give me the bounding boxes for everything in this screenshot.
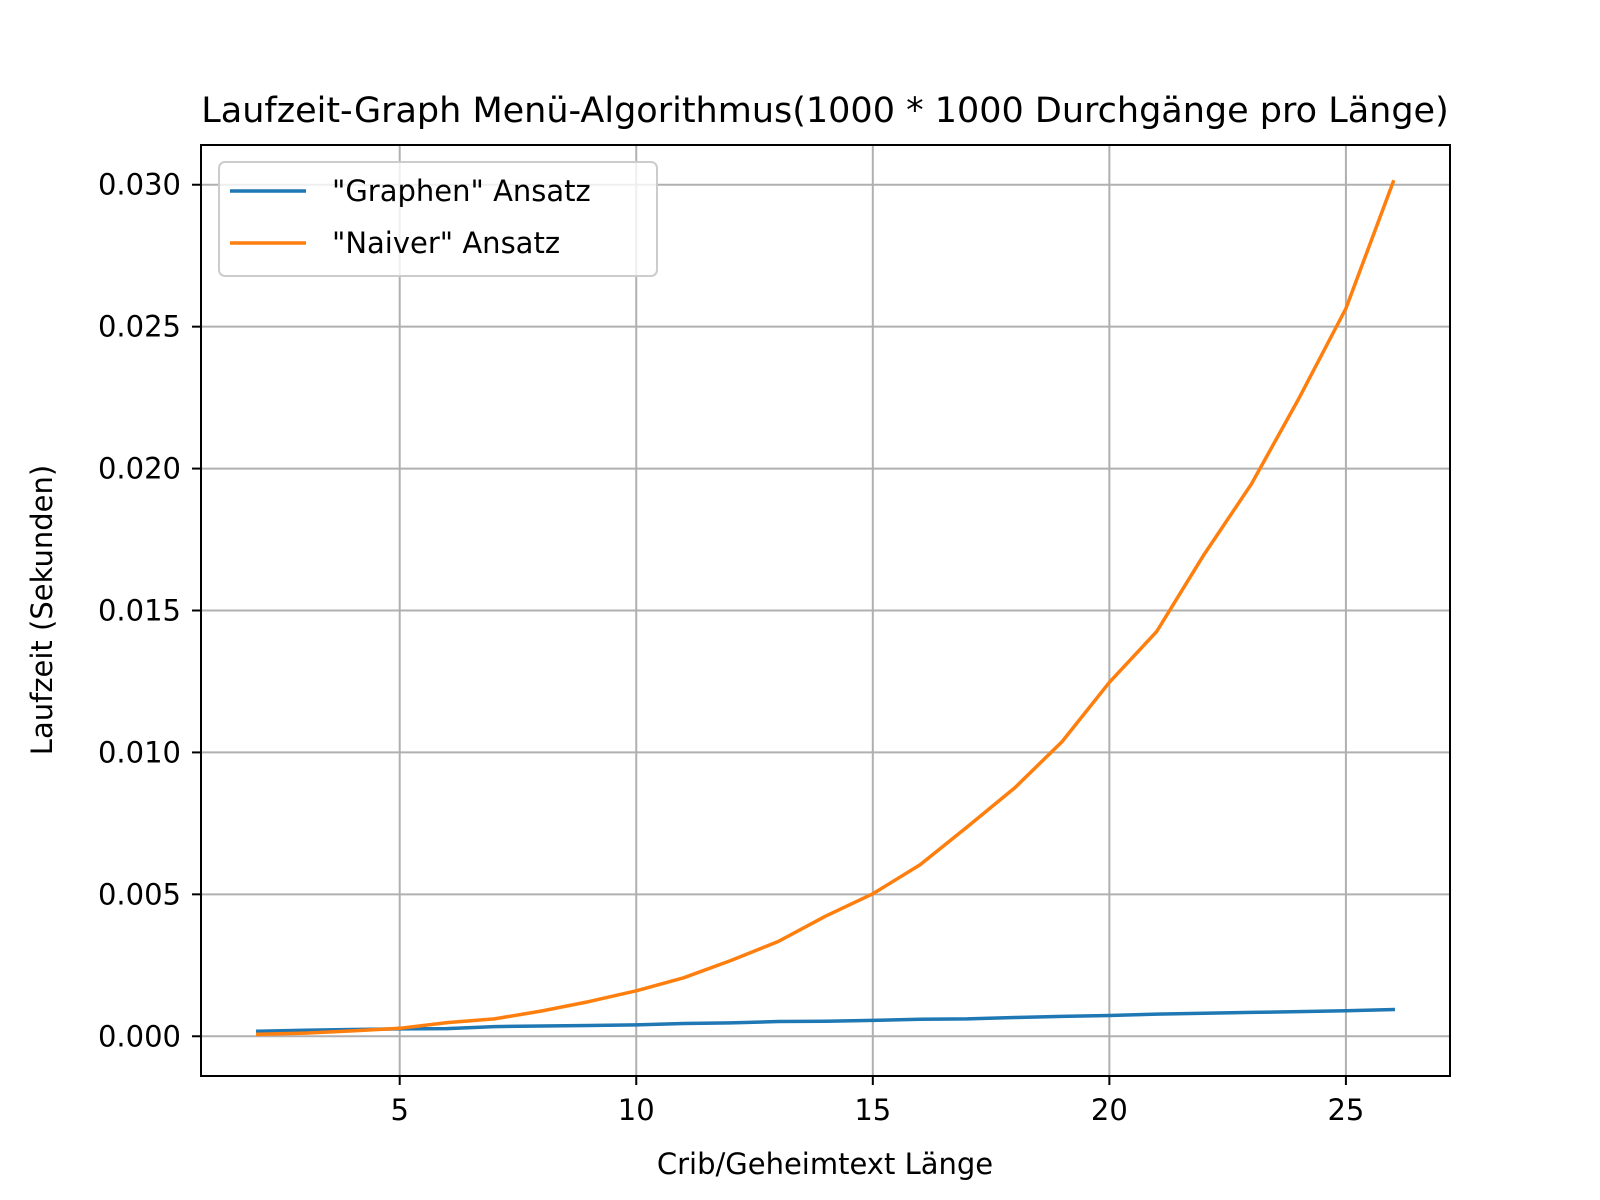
grid-lines [201, 145, 1450, 1076]
y-tick-label: 0.015 [98, 594, 181, 628]
series-line-0 [256, 1007, 1395, 1033]
y-tick-label: 0.025 [98, 310, 181, 344]
y-tick-label: 0.020 [98, 452, 181, 486]
y-tick-label: 0.005 [98, 877, 181, 911]
axis-ticks: 5 10 15 20 25 0.000 0.005 0.010 0.015 0.020 0.025 0… [98, 168, 1364, 1127]
y-axis-title: Laufzeit (Sekunden) [25, 465, 59, 755]
x-tick-label: 25 [1327, 1093, 1364, 1127]
x-tick-label: 15 [854, 1093, 891, 1127]
legend-label-graphen: "Graphen" Ansatz [332, 174, 591, 208]
x-axis-title: Crib/Geheimtext Länge [657, 1147, 993, 1181]
y-tick-label: 0.010 [98, 735, 181, 769]
y-tick-label: 0.000 [98, 1019, 181, 1053]
x-tick-label: 20 [1091, 1093, 1128, 1127]
legend-box [218, 161, 658, 277]
legend: "Graphen" Ansatz "Naiver" Ansatz [218, 161, 658, 277]
x-tick-label: 10 [618, 1093, 655, 1127]
chart-title: Laufzeit-Graph Menü-Algorithmus(1000 * 1… [201, 91, 1448, 131]
legend-label-naiver: "Naiver" Ansatz [332, 226, 560, 260]
y-tick-label: 0.030 [98, 168, 181, 202]
x-tick-label: 5 [390, 1093, 408, 1127]
series-lines [256, 179, 1396, 1037]
series-line-1 [256, 179, 1396, 1037]
